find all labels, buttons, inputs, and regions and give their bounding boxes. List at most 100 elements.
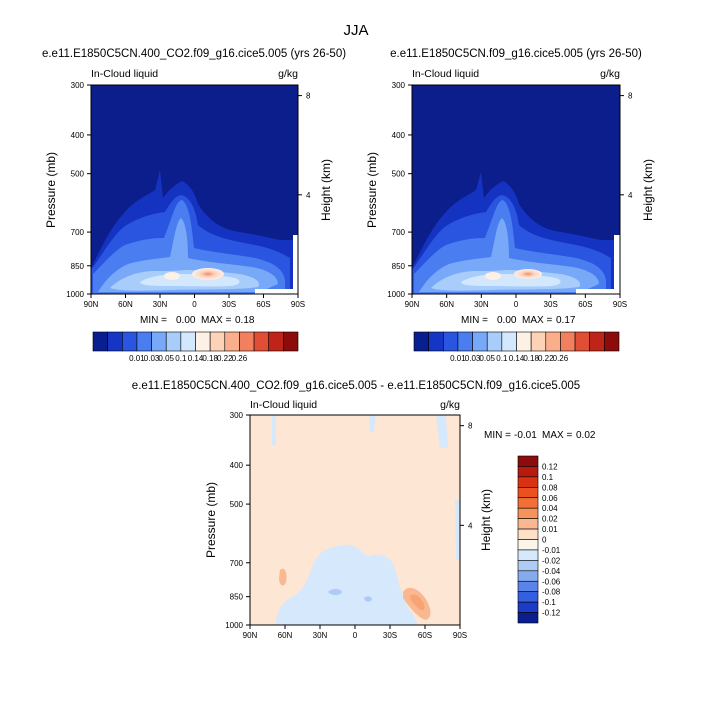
contour-field <box>91 85 298 294</box>
max-value: 0.17 <box>556 315 576 326</box>
x-tick-label: 30S <box>544 300 558 309</box>
colorbar-swatch <box>501 331 517 352</box>
variable-label: In-Cloud liquid <box>91 68 158 80</box>
max-value: 0.02 <box>576 430 596 441</box>
colorbar-swatch <box>239 331 255 352</box>
colorbar-swatch <box>517 570 539 582</box>
max-value: 0.18 <box>235 315 255 326</box>
colorbar-swatch <box>517 487 539 499</box>
colorbar-swatch <box>209 331 226 352</box>
panel-difference: e.e11.E1850C5CN.400_CO2.f09_g16.cice5.00… <box>132 380 596 640</box>
y2-tick-label: 4 <box>306 191 311 200</box>
colorbar-label: -0.1 <box>542 598 556 607</box>
colorbar-swatch <box>165 331 182 352</box>
colorbar-label: -0.01 <box>542 546 561 555</box>
x-tick-label: 90N <box>405 300 420 309</box>
y-tick-label: 500 <box>230 500 244 509</box>
panel-title: e.e11.E1850C5CN.400_CO2.f09_g16.cice5.00… <box>42 48 346 60</box>
colorbar-swatch <box>560 331 576 352</box>
colorbar-swatch <box>253 331 270 352</box>
y2-tick-label: 4 <box>468 521 473 530</box>
colorbar-swatch <box>517 580 539 592</box>
x-tick-label: 0 <box>192 300 197 309</box>
x-axis: 90N 60N 30N 0 30S 60S 90S <box>405 294 627 309</box>
colorbar-swatch <box>517 560 539 572</box>
colorbar-label: 0.01 <box>129 354 145 363</box>
y-axis: 300 400 500 700 850 1000 8 4 <box>225 411 473 630</box>
colorbar-label: 0.03 <box>465 354 481 363</box>
colorbar: 0.01 0.03 0.05 0.1 0.14 0.18 0.22 0.26 <box>413 331 620 363</box>
y-tick-label: 700 <box>230 559 244 568</box>
variable-label: In-Cloud liquid <box>412 68 479 80</box>
colorbar-label: 0.22 <box>217 354 233 363</box>
colorbar-swatch <box>268 331 284 352</box>
colorbar-swatch <box>517 528 539 540</box>
colorbar-label: 0.04 <box>542 504 558 513</box>
colorbar-swatch <box>517 612 539 624</box>
y2-tick-label: 4 <box>628 191 633 200</box>
x-axis: 90N 60N 30N 0 30S 60S 90S <box>243 625 467 640</box>
x-tick-label: 0 <box>353 631 358 640</box>
y-tick-label: 500 <box>392 170 406 179</box>
max-label: MAX = <box>201 315 231 326</box>
x-tick-label: 90N <box>84 300 99 309</box>
x-tick-label: 0 <box>514 300 519 309</box>
colorbar-swatch <box>574 331 591 352</box>
y-axis-title: Pressure (mb) <box>204 482 218 558</box>
panel-title: e.e11.E1850C5CN.f09_g16.cice5.005 (yrs 2… <box>390 48 642 60</box>
colorbar-label: 0.26 <box>553 354 569 363</box>
colorbar-label: 0.05 <box>158 354 174 363</box>
colorbar-swatch <box>224 331 240 352</box>
y-tick-label: 1000 <box>66 290 84 299</box>
colorbar-label: -0.06 <box>542 577 561 586</box>
y-tick-label: 700 <box>71 228 85 237</box>
y-tick-label: 850 <box>71 262 85 271</box>
y-tick-label: 300 <box>71 81 85 90</box>
y-axis: 300 400 500 700 850 1000 8 4 <box>387 81 633 299</box>
y2-tick-label: 8 <box>628 92 633 101</box>
min-label: MIN = <box>461 315 488 326</box>
y-tick-label: 1000 <box>387 290 405 299</box>
y2-axis-title: Height (km) <box>641 159 655 221</box>
colorbar-label: -0.12 <box>542 609 561 618</box>
colorbar-swatch <box>517 518 539 530</box>
colorbar-swatch <box>517 476 539 488</box>
x-tick-label: 30S <box>222 300 236 309</box>
panel-top-right: e.e11.E1850C5CN.f09_g16.cice5.005 (yrs 2… <box>365 48 655 363</box>
x-tick-label: 90S <box>453 631 467 640</box>
colorbar-swatch <box>283 331 299 352</box>
colorbar-label: 0.05 <box>479 354 495 363</box>
y-tick-label: 400 <box>230 461 244 470</box>
colorbar-swatch <box>604 331 620 352</box>
colorbar-label: -0.04 <box>542 567 561 576</box>
x-tick-label: 30N <box>474 300 489 309</box>
colorbar-swatch <box>517 497 539 509</box>
min-label: MIN = <box>140 315 167 326</box>
colorbar-label: -0.02 <box>542 556 561 565</box>
y-tick-label: 850 <box>230 593 244 602</box>
y2-axis-title: Height (km) <box>479 489 493 551</box>
colorbar-swatch <box>151 331 167 352</box>
y-tick-label: 500 <box>71 170 85 179</box>
colorbar-label: 0.18 <box>523 354 539 363</box>
colorbar-swatch <box>530 331 547 352</box>
max-label: MAX = <box>522 315 552 326</box>
units-label: g/kg <box>278 68 298 80</box>
colorbar-label: 0.02 <box>542 515 558 524</box>
variable-label: In-Cloud liquid <box>250 399 317 411</box>
colorbar-swatch <box>517 466 539 478</box>
x-tick-label: 90S <box>291 300 305 309</box>
x-tick-label: 90N <box>243 631 258 640</box>
colorbar-label: 0.01 <box>450 354 466 363</box>
y2-tick-label: 8 <box>468 422 473 431</box>
colorbar-swatch <box>545 331 561 352</box>
y-tick-label: 700 <box>392 228 406 237</box>
colorbar-label: 0.1 <box>542 473 554 482</box>
contour-field <box>412 85 620 294</box>
colorbar-label: 0.08 <box>542 483 558 492</box>
colorbar-swatch <box>121 331 138 352</box>
min-value: 0.00 <box>176 315 196 326</box>
x-tick-label: 90S <box>613 300 627 309</box>
colorbar-swatch <box>136 331 152 352</box>
